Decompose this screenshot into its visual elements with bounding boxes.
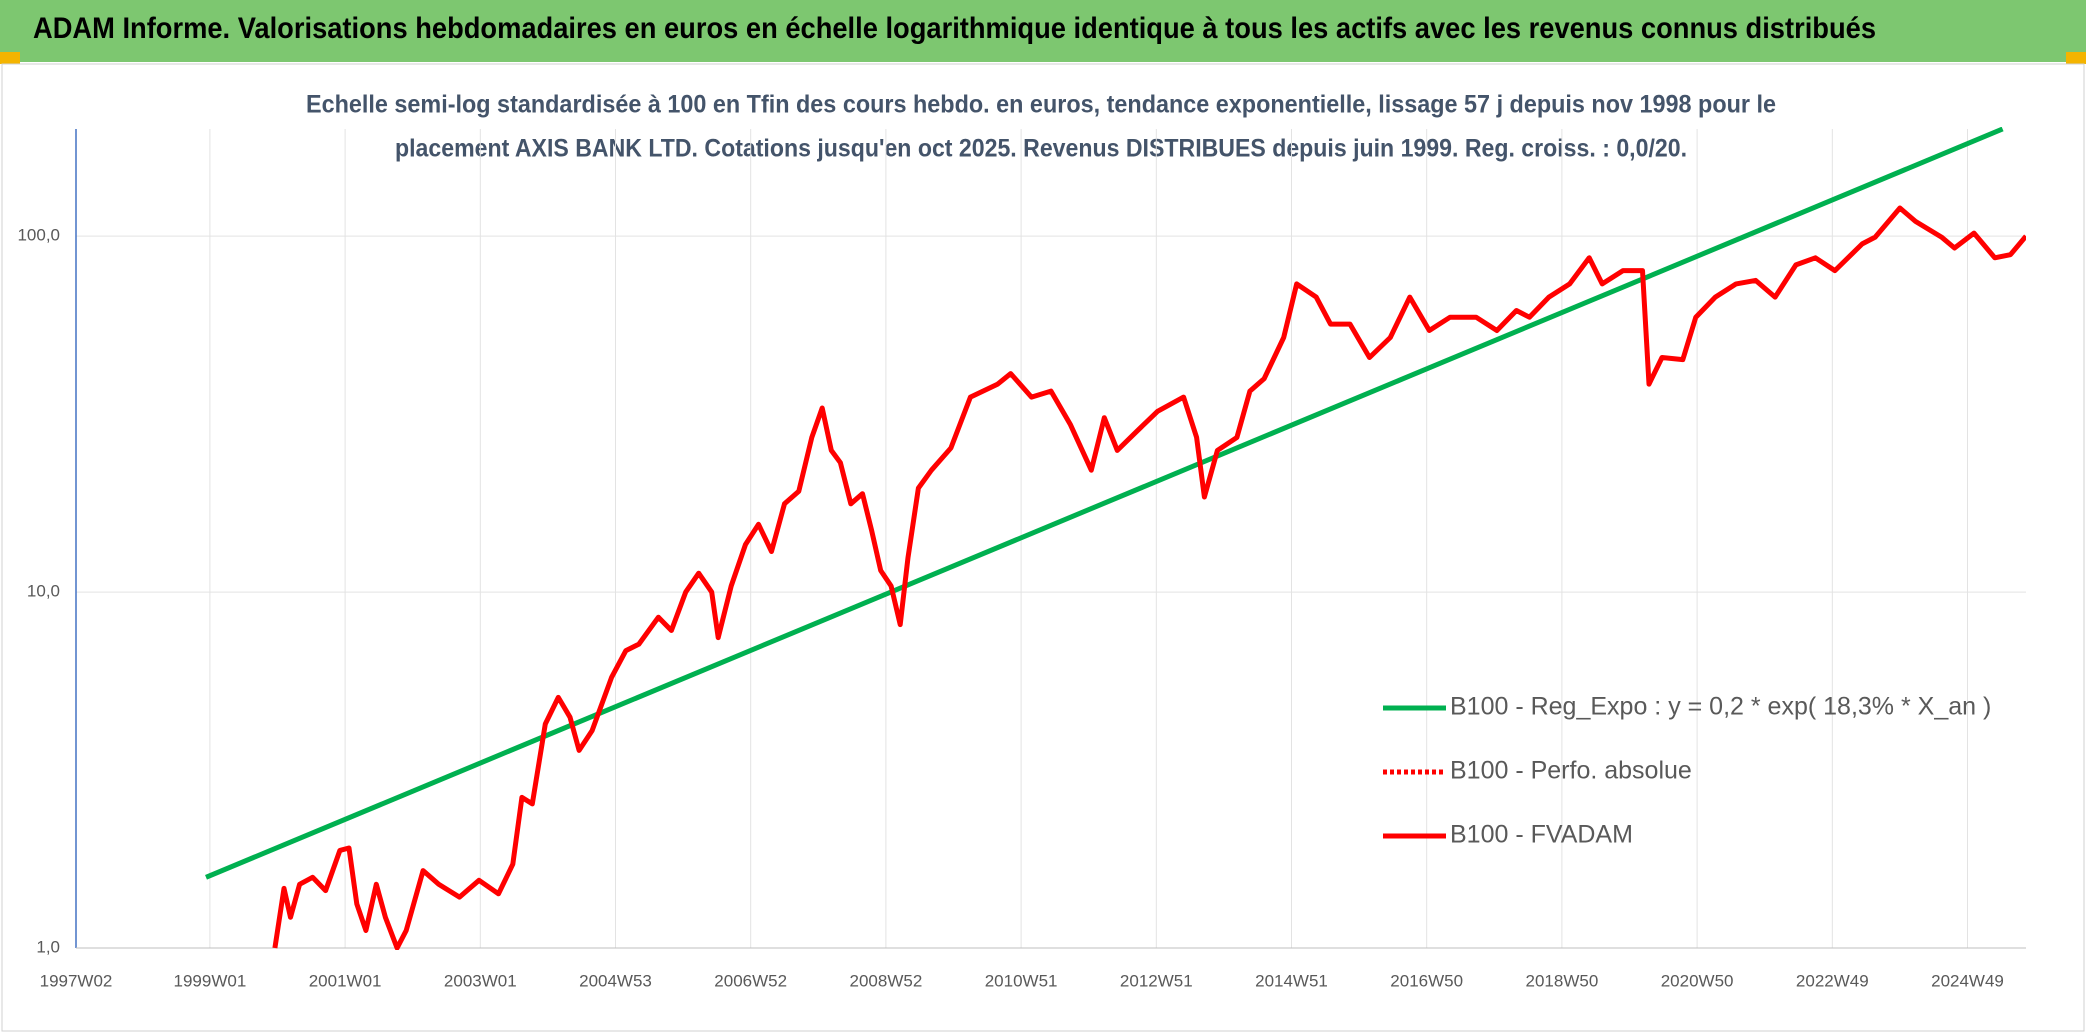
legend-label: B100 - Perfo. absolue [1450,757,1692,785]
y-tick-label: 1,0 [36,937,60,956]
x-tick-label: 2004W53 [579,971,652,990]
x-tick-label: 2010W51 [985,971,1058,990]
x-tick-label: 2008W52 [850,971,923,990]
corner [0,52,20,64]
x-tick-label: 2016W50 [1390,971,1463,990]
x-tick-label: 1999W01 [174,971,247,990]
x-tick-label: 2024W49 [1931,971,2004,990]
legend-label: B100 - Reg_Expo : y = 0,2 * exp( 18,3% *… [1450,693,1991,721]
frame [1,63,2085,1032]
legend-label: B100 - FVADAM [1450,821,1633,849]
chart-subtitle: placement AXIS BANK LTD. Cotations jusqu… [395,135,1687,163]
x-tick-label: 2006W52 [714,971,787,990]
x-tick-label: 2003W01 [444,971,517,990]
corner [2066,52,2086,64]
x-tick-label: 1997W02 [40,971,113,990]
series-line [272,205,2026,950]
y-tick-label: 100,0 [17,226,60,245]
chart-subtitle: Echelle semi-log standardisée à 100 en T… [306,91,1776,119]
series-line [205,127,2004,880]
chart-title: ADAM Informe. Valorisations hebdomadaire… [33,12,1876,45]
x-tick-label: 2012W51 [1120,971,1193,990]
y-tick-label: 10,0 [27,582,60,601]
x-tick-label: 2018W50 [1526,971,1599,990]
x-tick-label: 2014W51 [1255,971,1328,990]
x-tick-label: 2001W01 [309,971,382,990]
header-bar [0,0,2086,62]
x-tick-label: 2020W50 [1661,971,1734,990]
x-tick-label: 2022W49 [1796,971,1869,990]
